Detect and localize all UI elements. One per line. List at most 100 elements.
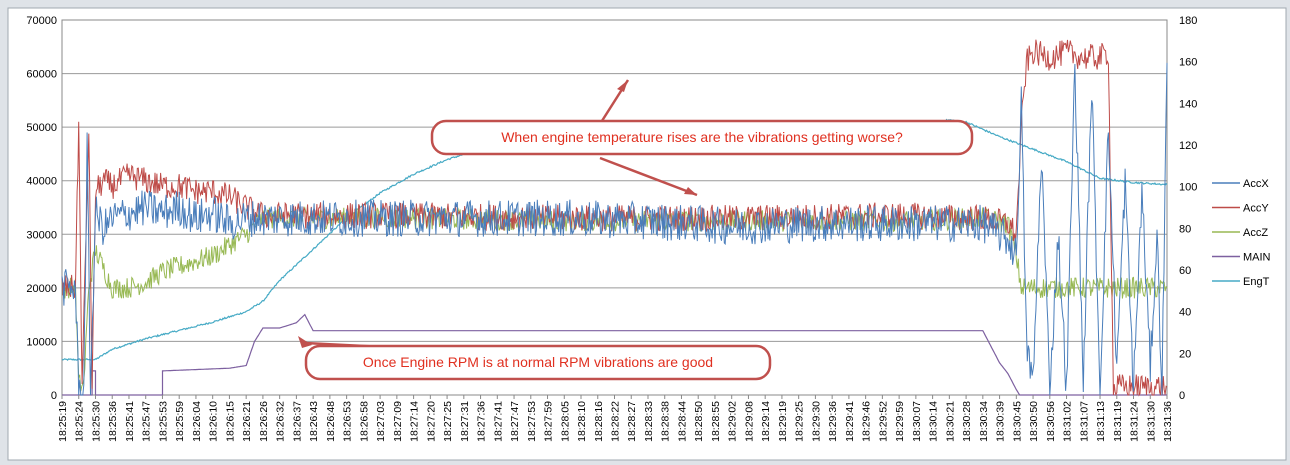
- x-tick-label: 18:31:19: [1112, 401, 1124, 442]
- x-tick-label: 18:25:53: [157, 401, 169, 442]
- y-tick-label: 30000: [26, 229, 57, 241]
- x-tick-label: 18:27:36: [476, 401, 488, 442]
- x-tick-label: 18:26:21: [241, 401, 253, 442]
- x-tick-label: 18:27:14: [409, 401, 421, 442]
- x-tick-label: 18:26:32: [275, 401, 287, 442]
- x-tick-label: 18:29:25: [794, 401, 806, 442]
- x-tick-label: 18:28:50: [693, 401, 705, 442]
- x-tick-label: 18:29:36: [827, 401, 839, 442]
- x-tick-label: 18:31:07: [1078, 401, 1090, 442]
- x-tick-label: 18:30:45: [1011, 401, 1023, 442]
- arrowhead: [684, 187, 697, 195]
- x-tick-label: 18:25:36: [107, 401, 119, 442]
- x-tick-label: 18:27:59: [543, 401, 555, 442]
- arrowhead: [298, 336, 312, 348]
- callout-arrow: [599, 156, 698, 197]
- x-tick-label: 18:26:26: [258, 401, 270, 442]
- x-tick-label: 18:26:15: [224, 401, 236, 442]
- y2-tick-label: 0: [1179, 390, 1185, 402]
- legend-label-accy: AccY: [1243, 203, 1269, 215]
- x-tick-label: 18:30:28: [961, 401, 973, 442]
- x-tick-label: 18:28:38: [660, 401, 672, 442]
- x-tick-label: 18:28:10: [576, 401, 588, 442]
- series-line-accz: [61, 206, 1168, 392]
- x-tick-label: 18:30:07: [911, 401, 923, 442]
- y2-tick-label: 140: [1179, 98, 1197, 110]
- y2-tick-label: 60: [1179, 265, 1191, 277]
- x-tick-label: 18:28:22: [610, 401, 622, 442]
- y-tick-label: 10000: [26, 336, 57, 348]
- x-tick-label: 18:26:48: [325, 401, 337, 442]
- legend-label-main: MAIN: [1243, 252, 1271, 264]
- x-axis: 18:25:19 18:25:24 18:25:30 18:25:36 18:25:41…: [57, 395, 1174, 442]
- x-tick-label: 18:27:53: [526, 401, 538, 442]
- x-tick-label: 18:27:41: [492, 401, 504, 442]
- x-tick-label: 18:29:08: [743, 401, 755, 442]
- y-tick-label: 60000: [26, 69, 57, 81]
- x-tick-label: 18:31:36: [1162, 401, 1174, 442]
- x-tick-label: 18:28:55: [710, 401, 722, 442]
- y-tick-label: 70000: [26, 15, 57, 27]
- x-tick-label: 18:25:59: [174, 401, 186, 442]
- x-tick-label: 18:26:04: [191, 401, 203, 442]
- y-axis-right: 0 20 40 60 80 100 120 140 160 180: [1179, 15, 1197, 402]
- series-line-accx: [61, 62, 1168, 396]
- x-tick-label: 18:29:02: [727, 401, 739, 442]
- x-tick-label: 18:30:50: [1028, 401, 1040, 442]
- series-line-accy: [61, 39, 1168, 397]
- x-tick-label: 18:25:41: [124, 401, 136, 442]
- x-tick-label: 18:28:44: [676, 401, 688, 442]
- x-tick-label: 18:30:14: [928, 401, 940, 442]
- x-tick-label: 18:27:25: [442, 401, 454, 442]
- y-tick-label: 20000: [26, 283, 57, 295]
- x-tick-label: 18:27:03: [375, 401, 387, 442]
- legend-label-accx: AccX: [1243, 178, 1269, 190]
- legend-label-accz: AccZ: [1243, 227, 1268, 239]
- y2-tick-label: 160: [1179, 57, 1197, 69]
- x-tick-label: 18:30:34: [978, 401, 990, 442]
- x-tick-label: 18:26:37: [291, 401, 303, 442]
- x-tick-label: 18:29:30: [810, 401, 822, 442]
- series-line-main: [62, 313, 1167, 396]
- callout-box-rpm: [304, 344, 772, 381]
- x-tick-label: 18:26:58: [358, 401, 370, 442]
- y-tick-label: 40000: [26, 176, 57, 188]
- x-tick-label: 18:29:14: [760, 401, 772, 442]
- y2-tick-label: 100: [1179, 182, 1197, 194]
- callout-text-temperature: When engine temperature rises are the vi…: [501, 129, 903, 145]
- callout-box-temperature: [430, 119, 974, 156]
- y-axis-left: 0 10000 20000 30000 40000 50000 60000 70000: [26, 15, 57, 402]
- x-tick-label: 18:30:21: [944, 401, 956, 442]
- callouts: When engine temperature rises are the vi…: [298, 79, 974, 381]
- x-tick-label: 18:30:56: [1045, 401, 1057, 442]
- x-tick-label: 18:28:05: [559, 401, 571, 442]
- x-tick-label: 18:27:09: [392, 401, 404, 442]
- x-tick-label: 18:28:27: [626, 401, 638, 442]
- x-tick-label: 18:29:52: [877, 401, 889, 442]
- x-tick-label: 18:29:59: [894, 401, 906, 442]
- y2-tick-label: 40: [1179, 307, 1191, 319]
- legend-label-engt: EngT: [1243, 276, 1270, 288]
- x-tick-label: 18:27:47: [509, 401, 521, 442]
- x-tick-label: 18:25:47: [141, 401, 153, 442]
- x-tick-label: 18:31:24: [1129, 401, 1141, 442]
- x-tick-label: 18:26:53: [342, 401, 354, 442]
- x-tick-label: 18:25:24: [74, 401, 86, 442]
- x-tick-label: 18:29:19: [777, 401, 789, 442]
- x-tick-label: 18:31:30: [1145, 401, 1157, 442]
- x-tick-label: 18:30:39: [995, 401, 1007, 442]
- callout-text-rpm: Once Engine RPM is at normal RPM vibrati…: [363, 354, 713, 370]
- y2-tick-label: 120: [1179, 140, 1197, 152]
- y2-tick-label: 80: [1179, 223, 1191, 235]
- x-tick-label: 18:27:20: [425, 401, 437, 442]
- legend: AccX AccY AccZ MAIN EngT: [1212, 178, 1271, 288]
- y-tick-label: 0: [51, 390, 57, 402]
- x-tick-label: 18:29:46: [861, 401, 873, 442]
- y2-tick-label: 180: [1179, 15, 1197, 27]
- x-tick-label: 18:25:19: [57, 401, 69, 442]
- x-tick-label: 18:26:43: [308, 401, 320, 442]
- x-tick-label: 18:25:30: [90, 401, 102, 442]
- y2-tick-label: 20: [1179, 348, 1191, 360]
